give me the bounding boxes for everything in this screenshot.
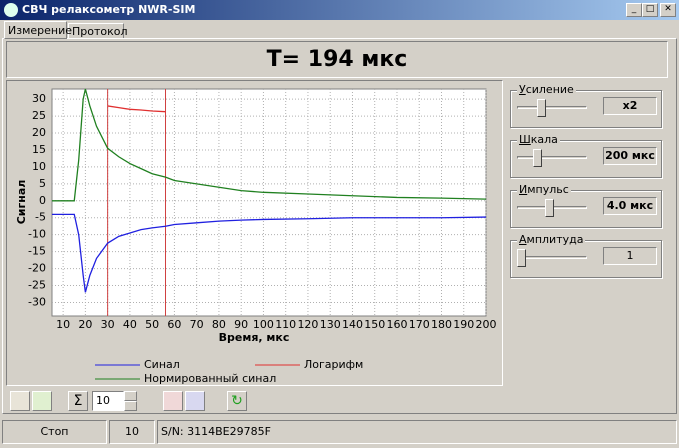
slider-thumb[interactable] [545,199,554,217]
tab[interactable]: Измерение [4,21,72,39]
paste-button[interactable] [32,391,52,411]
export-button[interactable] [163,391,183,411]
x-tick-label: 120 [297,318,318,331]
control-label: Амплитуда [517,233,586,246]
y-tick-label: 15 [32,143,46,156]
swap-button[interactable] [185,391,205,411]
chart-panel [6,80,503,386]
series-line [52,88,487,202]
result-display: T= 194 мкс [6,41,668,78]
y-tick-label: -20 [28,262,46,275]
x-tick-label: 20 [78,318,92,331]
control-group: Амплитуда 1 [510,233,662,278]
control-value: 200 мкс [603,147,657,165]
x-tick-label: 90 [234,318,248,331]
y-tick-label: 25 [32,109,46,122]
control-value: 1 [603,247,657,265]
x-tick-label: 170 [409,318,430,331]
x-tick-label: 100 [253,318,274,331]
plot-area [51,88,487,317]
legend-label: Синал [144,358,180,371]
control-label: Импульс [517,183,571,196]
x-tick-label: 50 [145,318,159,331]
tab[interactable]: Протокол [68,23,128,39]
y-tick-label: 10 [32,160,46,173]
status-state: Стоп [2,420,107,444]
x-tick-label: 140 [342,318,363,331]
slider-thumb[interactable] [537,99,546,117]
spin-down[interactable] [124,401,137,411]
series-line [52,213,487,293]
chart: Время, мкс Сигнал -30 -25 -20 -15 -10 -5 0 5 10 1… [15,88,497,384]
y-tick-label: 0 [39,194,46,207]
control-group: Усиление x2 [510,83,662,128]
x-tick-label: 160 [386,318,407,331]
tab-page [2,38,677,414]
slider-track [517,256,587,259]
y-tick-label: 20 [32,126,46,139]
x-axis-title: Время, мкс [219,331,290,344]
y-axis-title: Сигнал [15,180,28,225]
x-tick-label: 70 [190,318,204,331]
copy-button[interactable] [10,391,30,411]
x-tick-label: 40 [123,318,137,331]
legend-label: Логарифм [304,358,363,371]
maximize-button[interactable]: □ [642,3,658,17]
app-icon [4,3,18,17]
x-tick-label: 110 [275,318,296,331]
x-tick-label: 80 [212,318,226,331]
control-label: Шкала [517,133,560,146]
control-group: Импульс 4.0 мкс [510,183,662,228]
series-line [107,105,166,113]
minimize-button[interactable]: _ [626,3,642,17]
y-tick-label: -10 [28,228,46,241]
legend-label: Нормированный синал [144,372,276,384]
control-label: Усиление [517,83,576,96]
slider-track [517,106,587,109]
y-tick-label: -5 [35,211,46,224]
x-tick-label: 30 [101,318,115,331]
spin-up[interactable] [124,391,137,401]
slider-thumb[interactable] [517,249,526,267]
y-tick-label: -30 [28,295,46,308]
sum-button[interactable]: Σ [68,391,88,411]
slider-thumb[interactable] [533,149,542,167]
status-serial: S/N: 3114BE29785F [157,420,677,444]
x-tick-label: 200 [476,318,497,331]
y-tick-label: -15 [28,245,46,258]
y-tick-label: 5 [39,177,46,190]
title-bar: СВЧ релаксометр NWR-SIM _ □ ✕ [0,0,679,20]
x-tick-label: 150 [364,318,385,331]
status-count: 10 [109,420,155,444]
window-title: СВЧ релаксометр NWR-SIM [22,3,196,16]
control-value: 4.0 мкс [603,197,657,215]
close-button[interactable]: ✕ [660,3,676,17]
x-tick-label: 130 [320,318,341,331]
x-tick-label: 190 [453,318,474,331]
y-tick-label: 30 [32,92,46,105]
slider-track [517,156,587,159]
x-tick-label: 10 [56,318,70,331]
control-group: Шкала 200 мкс [510,133,662,178]
y-tick-label: -25 [28,279,46,292]
control-value: x2 [603,97,657,115]
spin-input[interactable]: 10 [92,391,124,411]
refresh-button[interactable]: ↻ [227,391,247,411]
x-tick-label: 180 [431,318,452,331]
x-tick-label: 60 [167,318,181,331]
